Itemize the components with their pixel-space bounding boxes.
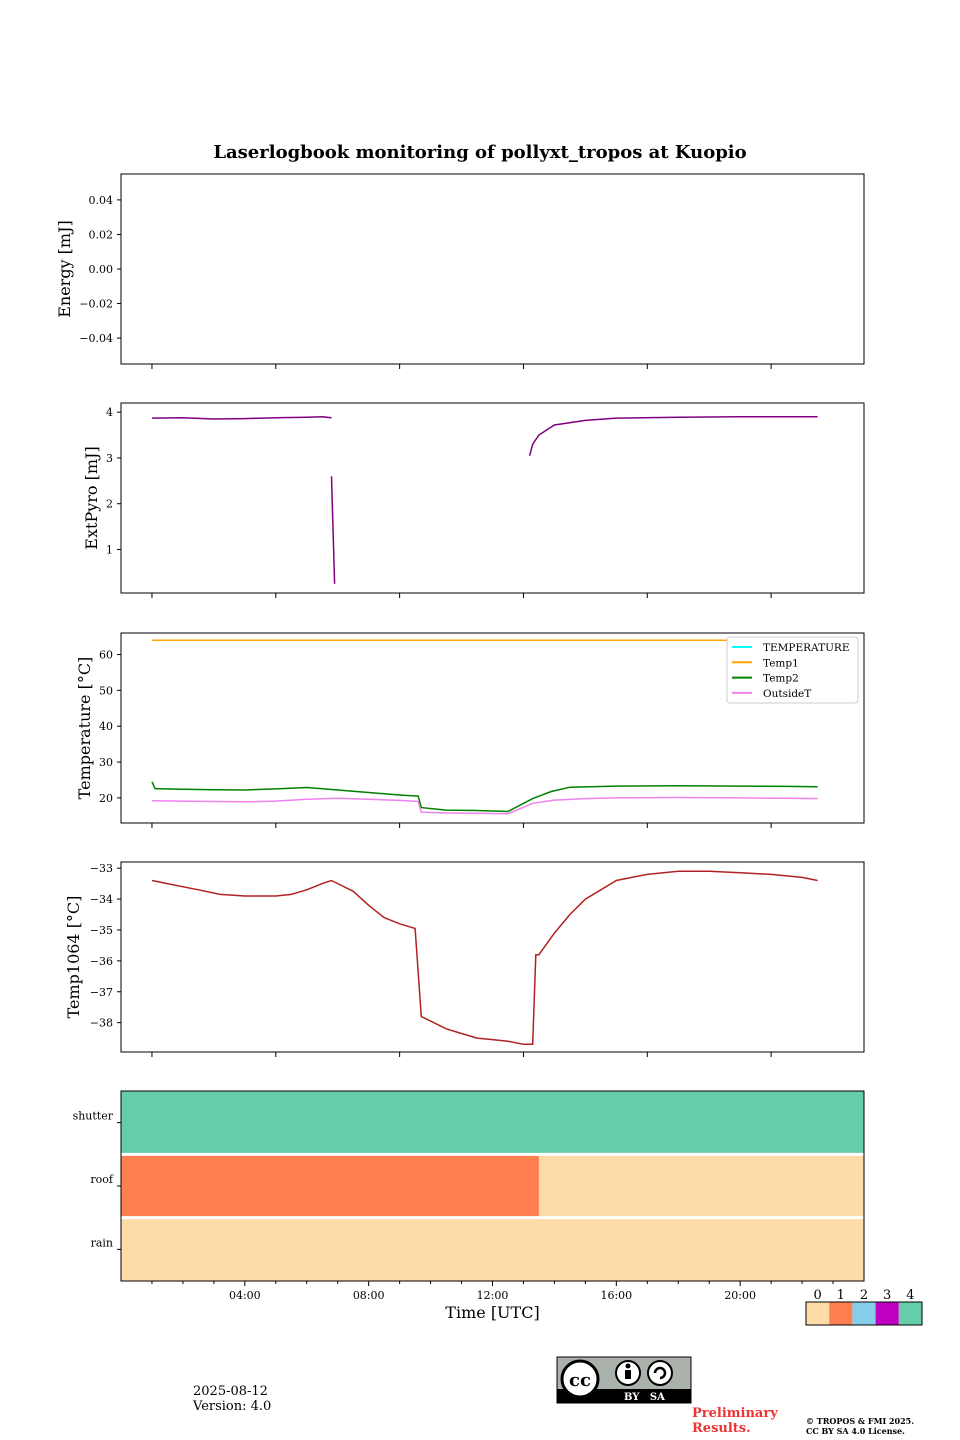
panel-frame bbox=[120, 632, 865, 824]
y-tick-label: 50 bbox=[99, 684, 113, 697]
panel-3: 60 50 40 30 20 Temperature [°C] TEMPERATURE Tem… bbox=[75, 632, 865, 828]
x-tick-label: 20:00 bbox=[724, 1289, 756, 1302]
y-tick-label: rain bbox=[91, 1236, 113, 1249]
copyright-line2: CC BY SA 4.0 License. bbox=[806, 1426, 905, 1436]
x-tick-label: 16:00 bbox=[600, 1289, 632, 1302]
y-tick-label: −0.04 bbox=[79, 332, 113, 345]
y-tick-label: −0.02 bbox=[79, 298, 113, 311]
panel-frame bbox=[120, 402, 865, 594]
y-tick-label: 0.04 bbox=[89, 194, 114, 207]
panel-1: 0.04 0.02 0.00 −0.02 −0.04 Energy [mJ] bbox=[55, 173, 865, 369]
y-tick-label: 1 bbox=[106, 544, 113, 557]
colorbar-label: 3 bbox=[883, 1288, 891, 1303]
y-tick-label: 3 bbox=[106, 452, 113, 465]
footer-date: 2025-08-12 bbox=[193, 1384, 268, 1399]
status-cell bbox=[121, 1154, 539, 1218]
series-line-outsideT bbox=[151, 796, 818, 815]
figure-title: Laserlogbook monitoring of pollyxt_tropo… bbox=[213, 142, 746, 163]
y-tick-label: 4 bbox=[106, 406, 113, 419]
colorbar-cell bbox=[898, 1302, 922, 1325]
copyright-line1: © TROPOS & FMI 2025. bbox=[806, 1416, 915, 1426]
legend-label: TEMPERATURE bbox=[763, 642, 850, 654]
panel-5: shutter roof rain 04:00 08:00 12:00 16:00 20:00… bbox=[73, 1090, 865, 1322]
series-line-temp2 bbox=[151, 781, 818, 813]
y-tick-label: −33 bbox=[90, 862, 113, 875]
panel-2: 4 3 2 1 ExtPyro [mJ] bbox=[82, 402, 865, 598]
preliminary-label-line1: Preliminary bbox=[692, 1406, 778, 1421]
cc-license-badge: cc BY SA bbox=[556, 1356, 692, 1404]
y-axis-label: ExtPyro [mJ] bbox=[82, 446, 101, 549]
series-line-extpyro bbox=[151, 415, 332, 420]
y-axis-label: Energy [mJ] bbox=[55, 220, 74, 318]
colorbar-cell bbox=[852, 1302, 876, 1325]
y-tick-label: 60 bbox=[99, 649, 113, 662]
y-tick-label: 30 bbox=[99, 756, 113, 769]
series-line-extpyro bbox=[528, 415, 818, 456]
y-tick-label: 2 bbox=[106, 498, 113, 511]
x-tick-label: 04:00 bbox=[229, 1289, 261, 1302]
legend-label: Temp1 bbox=[763, 657, 799, 669]
y-tick-label: roof bbox=[90, 1173, 114, 1186]
colorbar-frame bbox=[805, 1301, 923, 1326]
status-cell bbox=[538, 1154, 864, 1218]
colorbar-label: 2 bbox=[860, 1288, 868, 1303]
y-axis-label: Temp1064 [°C] bbox=[64, 896, 83, 1019]
svg-text:cc: cc bbox=[569, 1370, 591, 1391]
series-line-extpyro bbox=[330, 476, 336, 584]
footer-version: Version: 4.0 bbox=[193, 1399, 272, 1414]
status-cell bbox=[121, 1091, 864, 1155]
preliminary-label-line2: Results. bbox=[692, 1421, 751, 1436]
colorbar-cell bbox=[806, 1302, 830, 1325]
colorbar-cell bbox=[829, 1302, 853, 1325]
y-tick-label: 40 bbox=[99, 720, 113, 733]
y-tick-label: 0.02 bbox=[89, 228, 114, 241]
y-tick-label: 0.00 bbox=[89, 263, 114, 276]
y-tick-label: −38 bbox=[90, 1017, 113, 1030]
x-axis-label: Time [UTC] bbox=[445, 1303, 539, 1322]
legend-label: OutsideT bbox=[763, 688, 811, 700]
y-axis-label: Temperature [°C] bbox=[75, 657, 94, 800]
panel-4: −33 −34 −35 −36 −37 −38 Temp1064 [°C] bbox=[64, 861, 865, 1057]
status-cell bbox=[121, 1217, 864, 1281]
colorbar-label: 0 bbox=[813, 1288, 821, 1303]
y-tick-label: −35 bbox=[90, 924, 113, 937]
y-tick-label: −36 bbox=[90, 955, 113, 968]
panel-frame bbox=[120, 173, 865, 365]
series-line-temp1064 bbox=[151, 870, 818, 1046]
x-tick-label: 12:00 bbox=[477, 1289, 509, 1302]
cc-icon bbox=[560, 1359, 600, 1399]
y-tick-label: −37 bbox=[90, 986, 113, 999]
colorbar-cell bbox=[875, 1302, 899, 1325]
license-badge-label: BY SA bbox=[624, 1392, 665, 1403]
y-tick-label: −34 bbox=[90, 893, 113, 906]
panel-frame bbox=[120, 861, 865, 1053]
x-tick-label: 08:00 bbox=[353, 1289, 385, 1302]
sa-icon bbox=[647, 1360, 673, 1386]
y-tick-label: 20 bbox=[99, 792, 113, 805]
colorbar-label: 4 bbox=[906, 1288, 914, 1303]
colorbar-label: 1 bbox=[837, 1288, 845, 1303]
y-tick-label: shutter bbox=[73, 1110, 114, 1123]
legend-label: Temp2 bbox=[763, 673, 799, 685]
legend bbox=[726, 636, 859, 704]
